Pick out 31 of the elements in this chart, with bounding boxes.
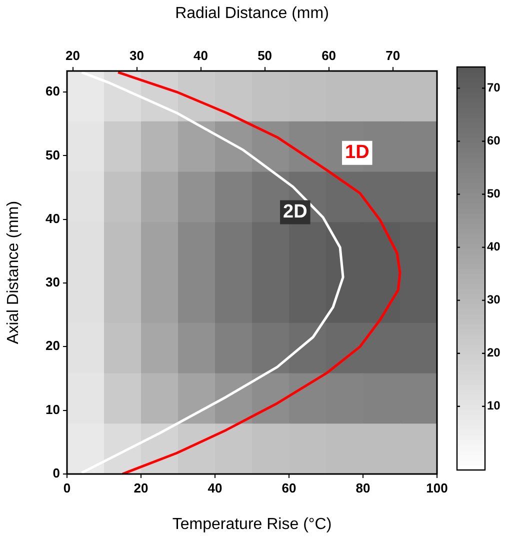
color-bar-label: 60	[487, 134, 501, 148]
x-tick-label: 40	[208, 480, 222, 496]
y-tick-label: 40	[46, 210, 60, 226]
color-bar-label: 40	[487, 240, 501, 254]
y-tick-label: 10	[46, 402, 60, 417]
y-tick-label: 30	[46, 274, 60, 290]
x-tick-label: 60	[282, 480, 296, 496]
y-tick-label: 0	[52, 466, 60, 481]
series-label: 1D	[345, 142, 370, 164]
x2-tick-label: 20	[66, 48, 80, 63]
y-axis-title: Axial Distance (mm)	[5, 200, 22, 344]
y-tick-label: 60	[46, 84, 60, 99]
x2-tick-label: 40	[194, 48, 208, 63]
y-tick-label: 50	[46, 147, 60, 162]
series-label: 2D	[283, 202, 308, 223]
x-tick-label: 0	[63, 480, 71, 496]
color-bar-label: 30	[487, 292, 501, 307]
x2-tick-label: 50	[258, 48, 272, 63]
x-axis-title: Temperature Rise (°C)	[172, 516, 332, 533]
x-tick-label: 100	[426, 480, 448, 496]
x2-tick-label: 60	[322, 48, 336, 63]
x2-tick-label: 70	[386, 48, 400, 63]
color-bar-label: 10	[487, 398, 501, 413]
color-bar-label: 70	[487, 80, 501, 95]
color-bar-label: 50	[487, 186, 501, 201]
x-tick-label: 80	[356, 480, 370, 496]
y-tick-label: 20	[46, 338, 60, 354]
x2-tick-label: 30	[130, 48, 144, 63]
color-bar-label: 20	[487, 346, 501, 360]
x-tick-label: 20	[134, 480, 148, 496]
x2-axis-title: Radial Distance (mm)	[175, 5, 329, 22]
